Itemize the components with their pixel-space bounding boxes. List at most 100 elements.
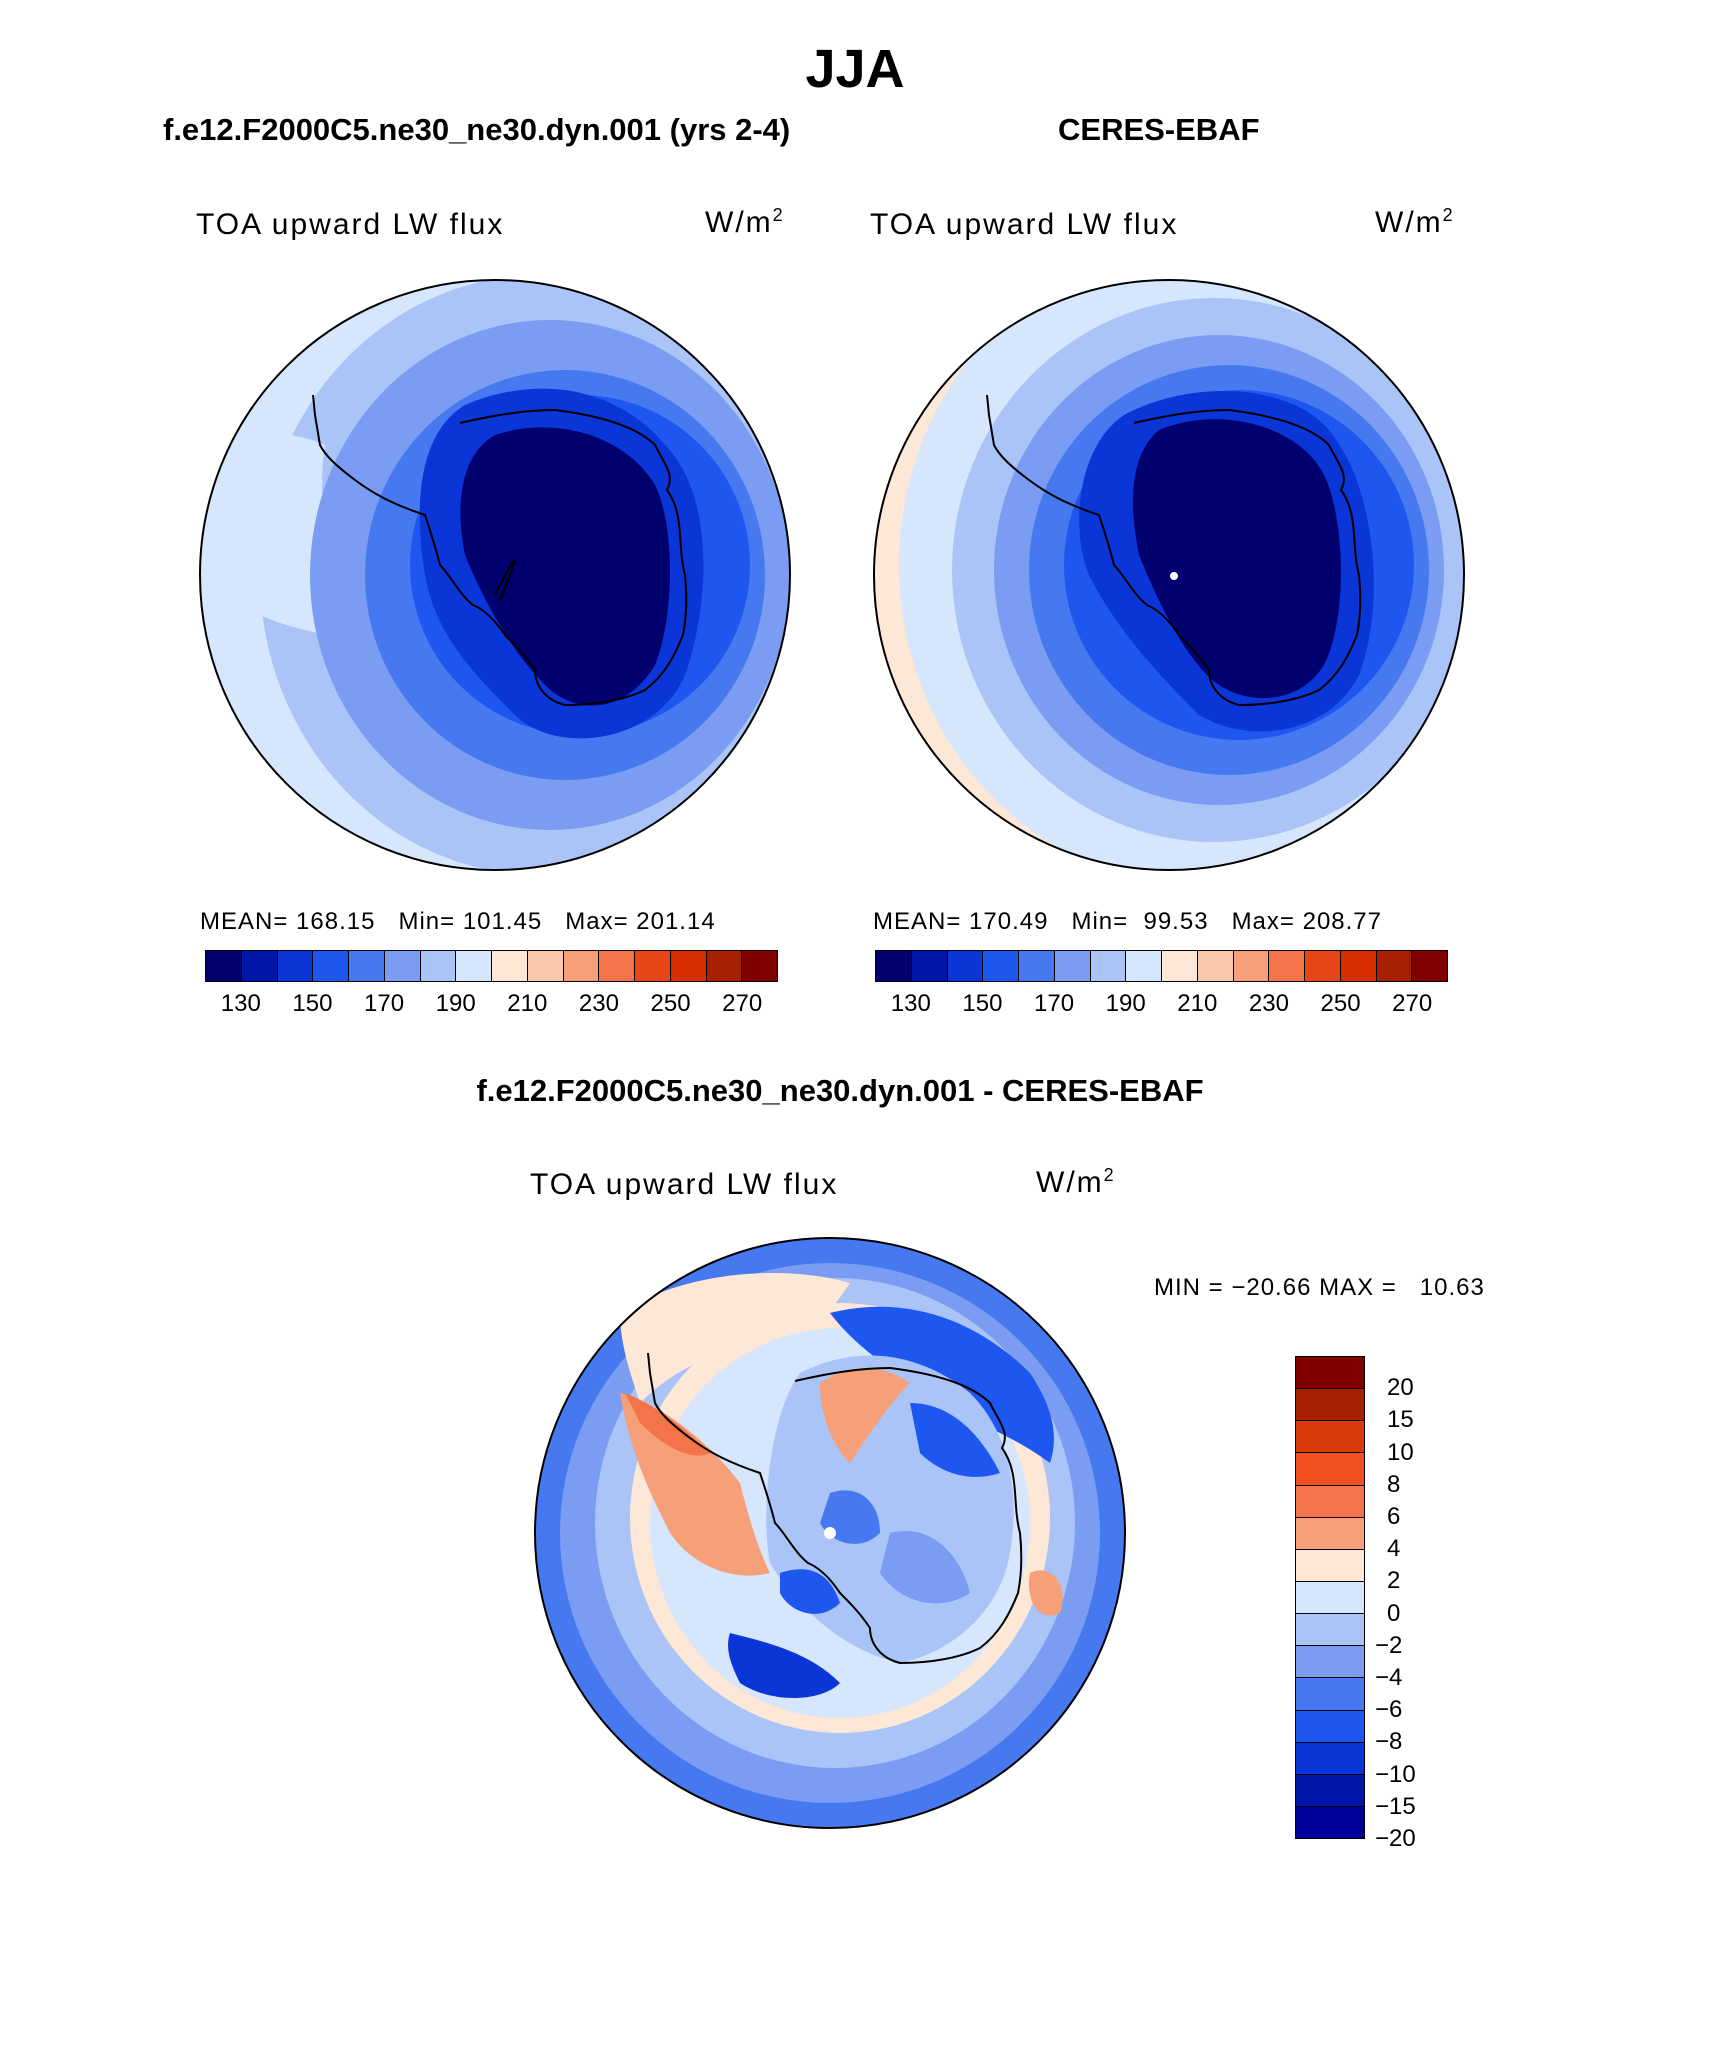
panel2-stats: MEAN= 170.49 Min= 99.53 Max= 208.77 xyxy=(873,908,1382,935)
colorbar-swatch xyxy=(1296,1421,1364,1454)
colorbar-swatch xyxy=(1296,1517,1364,1550)
panel1-stats: MEAN= 168.15 Min= 101.45 Max= 201.14 xyxy=(200,908,716,935)
colorbar-swatch xyxy=(349,951,385,981)
colorbar-tick-label: 20 xyxy=(1387,1374,1414,1402)
colorbar-tick-label: 8 xyxy=(1387,1470,1401,1498)
colorbar-tick-label: 250 xyxy=(1320,990,1361,1017)
colorbar-tick-label: 2 xyxy=(1387,1567,1401,1595)
colorbar-tick-label: 170 xyxy=(364,990,405,1017)
colorbar-swatch xyxy=(1296,1646,1364,1679)
colorbar-tick-label: 270 xyxy=(722,990,763,1017)
main-title: JJA xyxy=(805,39,905,99)
colorbar-swatch xyxy=(947,951,984,981)
panel2-polar-map xyxy=(873,279,1465,871)
colorbar-tick-label: 250 xyxy=(650,990,691,1017)
colorbar-tick-label: 6 xyxy=(1387,1503,1401,1530)
colorbar-swatch xyxy=(1126,951,1162,981)
panel1-colorbar xyxy=(205,950,778,982)
colorbar-swatch xyxy=(420,951,457,981)
colorbar-swatch xyxy=(1296,1549,1364,1582)
colorbar-tick-label: 10 xyxy=(1387,1438,1414,1466)
colorbar-swatch xyxy=(1340,951,1377,981)
colorbar-tick-label: 210 xyxy=(1177,990,1218,1017)
colorbar-swatch xyxy=(1269,951,1305,981)
colorbar-swatch xyxy=(563,951,600,981)
colorbar-tick-label: −20 xyxy=(1375,1825,1416,1852)
panel2-variable-label: TOA upward LW flux xyxy=(870,208,1179,241)
colorbar-swatch xyxy=(742,951,777,981)
colorbar-swatch xyxy=(492,951,528,981)
colorbar-tick-label: 130 xyxy=(220,990,261,1017)
colorbar-tick-label: −15 xyxy=(1375,1792,1416,1820)
colorbar-swatch xyxy=(1054,951,1091,981)
colorbar-tick-label: 4 xyxy=(1387,1535,1401,1563)
colorbar-swatch xyxy=(1296,1581,1364,1615)
colorbar-tick-label: −2 xyxy=(1375,1631,1403,1659)
colorbar-swatch xyxy=(635,951,671,981)
colorbar-swatch xyxy=(1296,1774,1364,1807)
colorbar-swatch xyxy=(1296,1678,1364,1711)
colorbar-tick-label: 150 xyxy=(962,990,1003,1017)
colorbar-swatch xyxy=(599,951,635,981)
panel2-colorbar xyxy=(875,950,1448,982)
colorbar-swatch xyxy=(527,951,564,981)
panel1-case-title: f.e12.F2000C5.ne30_ne30.dyn.001 (yrs 2-4… xyxy=(163,112,791,147)
colorbar-swatch xyxy=(1296,1453,1364,1486)
colorbar-swatch xyxy=(456,951,492,981)
colorbar-tick-label: −8 xyxy=(1375,1728,1403,1756)
panel1-colorbar-ticks: 130 150 170 190 210 230 250 270 xyxy=(205,990,778,1020)
colorbar-tick-label: 130 xyxy=(890,990,931,1017)
colorbar-tick-label: 210 xyxy=(507,990,548,1017)
colorbar-swatch xyxy=(1296,1710,1364,1743)
colorbar-tick-label: 230 xyxy=(578,990,619,1017)
colorbar-swatch xyxy=(277,951,314,981)
colorbar-swatch xyxy=(876,951,912,981)
colorbar-tick-label: 170 xyxy=(1034,990,1075,1017)
diff-colorbar-ticks: 20 15 10 8 6 4 2 0 −2 −4 −6 −8 −10 −15 −20 xyxy=(1375,1356,1455,1852)
colorbar-swatch xyxy=(1296,1389,1364,1422)
colorbar-tick-label: −4 xyxy=(1375,1664,1403,1691)
colorbar-tick-label: 0 xyxy=(1387,1599,1401,1627)
colorbar-tick-label: 270 xyxy=(1392,990,1433,1017)
diff-units: W/m2 xyxy=(1036,1165,1116,1199)
colorbar-swatch xyxy=(1296,1485,1364,1518)
colorbar-swatch xyxy=(384,951,421,981)
colorbar-swatch xyxy=(1296,1614,1364,1647)
colorbar-tick-label: 15 xyxy=(1387,1406,1414,1434)
diff-colorbar xyxy=(1295,1356,1365,1839)
colorbar-tick-label: 150 xyxy=(292,990,333,1017)
colorbar-swatch xyxy=(1296,1806,1364,1839)
colorbar-tick-label: −6 xyxy=(1375,1696,1403,1724)
panel1-polar-map xyxy=(199,279,791,871)
diff-polar-map xyxy=(534,1237,1126,1829)
panel2-case-title: CERES-EBAF xyxy=(1058,112,1260,147)
diff-variable-label: TOA upward LW flux xyxy=(530,1168,839,1201)
colorbar-swatch xyxy=(983,951,1019,981)
panel1-variable-label: TOA upward LW flux xyxy=(196,208,505,241)
colorbar-tick-label: 230 xyxy=(1248,990,1289,1017)
colorbar-swatch xyxy=(1090,951,1127,981)
colorbar-swatch xyxy=(911,951,948,981)
panel1-units: W/m2 xyxy=(705,205,785,239)
colorbar-swatch xyxy=(1162,951,1198,981)
colorbar-swatch xyxy=(313,951,349,981)
colorbar-swatch xyxy=(670,951,707,981)
colorbar-tick-label: 190 xyxy=(1105,990,1146,1017)
colorbar-swatch xyxy=(1412,951,1447,981)
colorbar-swatch xyxy=(1305,951,1341,981)
colorbar-swatch xyxy=(1233,951,1270,981)
colorbar-swatch xyxy=(1019,951,1055,981)
colorbar-swatch xyxy=(206,951,242,981)
colorbar-swatch xyxy=(706,951,743,981)
panel2-colorbar-ticks: 130 150 170 190 210 230 250 270 xyxy=(875,990,1448,1020)
colorbar-swatch xyxy=(1376,951,1413,981)
colorbar-swatch xyxy=(241,951,278,981)
colorbar-swatch xyxy=(1197,951,1234,981)
diff-minmax: MIN = −20.66 MAX = 10.63 xyxy=(1154,1274,1485,1301)
colorbar-swatch xyxy=(1296,1357,1364,1390)
colorbar-tick-label: 190 xyxy=(435,990,476,1017)
colorbar-swatch xyxy=(1296,1742,1364,1775)
panel2-units: W/m2 xyxy=(1375,205,1455,239)
colorbar-tick-label: −10 xyxy=(1375,1760,1416,1788)
diff-case-title: f.e12.F2000C5.ne30_ne30.dyn.001 - CERES-… xyxy=(476,1073,1204,1108)
